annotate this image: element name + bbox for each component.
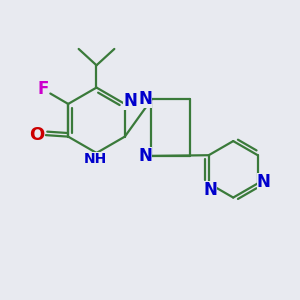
Text: NH: NH [83,152,106,166]
Text: N: N [123,92,137,110]
Text: N: N [257,173,271,191]
Text: N: N [203,181,217,199]
Text: F: F [37,80,49,98]
Text: N: N [138,147,152,165]
Text: N: N [138,91,152,109]
Text: O: O [29,126,44,144]
